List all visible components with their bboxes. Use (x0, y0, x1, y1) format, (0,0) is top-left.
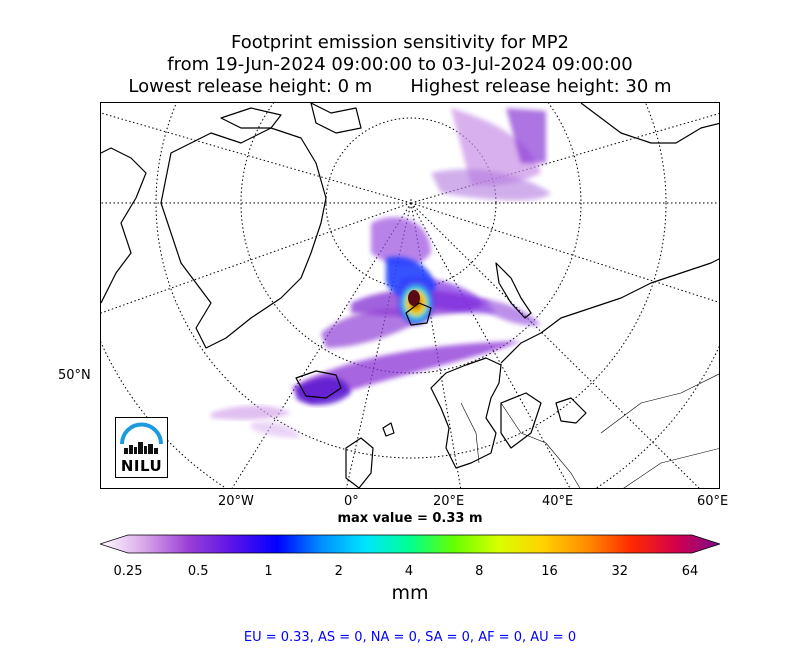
colorbar-tick-label: 64 (681, 564, 699, 579)
colorbar-tick-label: 2 (334, 564, 343, 579)
footprint-map (100, 102, 720, 489)
colorbar-ramp (100, 534, 720, 554)
lon-label-60e: 60°E (697, 494, 729, 509)
lon-label-20e: 20°E (433, 494, 465, 509)
chart-title: Footprint emission sensitivity for MP2 (230, 32, 569, 53)
time-range-subtitle: from 19-Jun-2024 09:00:00 to 03-Jul-2024… (167, 54, 633, 75)
north-pole-marker (410, 199, 412, 201)
lowest-release-height: Lowest release height: 0 m (128, 76, 373, 97)
lon-label-20w: 20°W (218, 494, 254, 509)
colorbar-tick-label: 16 (541, 564, 558, 579)
regional-summary: EU = 0.33, AS = 0, NA = 0, SA = 0, AF = … (243, 630, 577, 645)
nilu-logo: NILU (115, 417, 168, 478)
lat-label-50n: 50°N (58, 368, 91, 383)
highest-release-height: Highest release height: 30 m (410, 76, 672, 97)
colorbar-tick-label: 0.5 (187, 564, 209, 579)
nilu-logo-icon (120, 422, 163, 454)
colorbar-unit: mm (391, 582, 429, 604)
max-value-label: max value = 0.33 m (337, 511, 483, 526)
colorbar-tick-label: 1 (264, 564, 273, 579)
colorbar (100, 534, 720, 554)
country-borders (460, 373, 719, 488)
colorbar-tick-label: 32 (611, 564, 629, 579)
colorbar-tick-label: 4 (404, 564, 414, 579)
lon-label-0: 0° (344, 494, 359, 509)
colorbar-tick-label: 0.25 (113, 564, 143, 579)
colorbar-tick-label: 8 (475, 564, 484, 579)
map-canvas (101, 103, 719, 488)
release-height-subtitle: Lowest release height: 0 m Highest releas… (0, 76, 800, 98)
lon-label-40e: 40°E (542, 494, 574, 509)
coastlines (101, 103, 719, 488)
nilu-logo-text: NILU (120, 457, 163, 475)
sensitivity-field (211, 108, 551, 438)
